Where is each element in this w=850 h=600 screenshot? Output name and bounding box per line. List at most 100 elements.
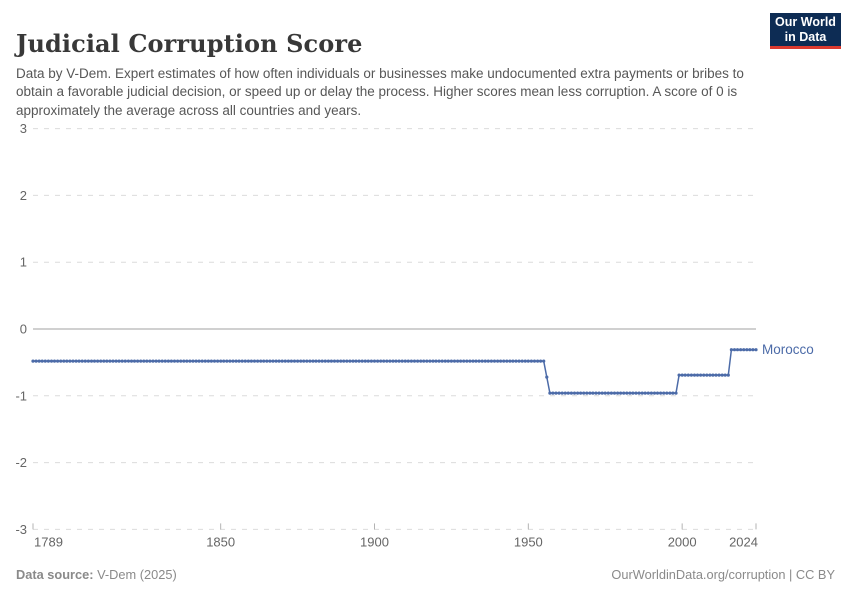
y-axis-tick-label: -3 bbox=[15, 522, 27, 537]
data-point-marker bbox=[625, 391, 629, 395]
data-point-marker bbox=[216, 359, 220, 363]
data-point-marker bbox=[591, 391, 595, 395]
y-axis-tick-label: -1 bbox=[15, 388, 27, 403]
data-point-marker bbox=[597, 391, 601, 395]
data-point-marker bbox=[692, 373, 697, 377]
data-point-marker bbox=[394, 359, 398, 363]
data-point-marker bbox=[71, 359, 75, 363]
data-point-marker bbox=[526, 359, 530, 363]
data-point-marker bbox=[686, 373, 690, 377]
series-line-morocco[interactable] bbox=[33, 348, 756, 394]
data-point-marker bbox=[677, 373, 681, 377]
data-point-marker bbox=[231, 359, 235, 363]
data-point-marker bbox=[74, 359, 78, 363]
data-point-marker bbox=[548, 391, 552, 395]
data-point-marker bbox=[523, 359, 527, 363]
data-point-marker bbox=[126, 359, 130, 363]
data-point-marker bbox=[52, 359, 57, 363]
data-point-marker bbox=[600, 391, 604, 395]
data-point-marker bbox=[43, 359, 47, 363]
data-point-marker bbox=[640, 391, 644, 395]
data-point-marker bbox=[542, 359, 546, 363]
data-point-marker bbox=[520, 359, 524, 363]
owid-logo[interactable]: Our World in Data bbox=[770, 13, 841, 49]
y-axis-tick-label: 0 bbox=[20, 322, 27, 337]
data-point-marker bbox=[157, 359, 161, 363]
data-point-marker bbox=[459, 359, 463, 363]
data-point-marker bbox=[536, 359, 540, 363]
chart-subtitle: Data by V-Dem. Expert estimates of how o… bbox=[16, 65, 744, 118]
data-point-marker bbox=[89, 359, 94, 363]
data-point-marker bbox=[166, 359, 170, 363]
data-point-marker bbox=[496, 359, 500, 363]
data-point-marker bbox=[382, 359, 386, 363]
data-point-marker bbox=[132, 359, 137, 363]
data-point-marker bbox=[649, 391, 654, 395]
data-point-marker bbox=[308, 359, 312, 363]
credit-link[interactable]: OurWorldinData.org/corruption | CC BY bbox=[611, 567, 835, 582]
data-point-marker bbox=[659, 391, 663, 395]
data-point-marker bbox=[745, 348, 749, 352]
x-axis-tick-label: 1900 bbox=[360, 534, 389, 549]
data-point-marker bbox=[139, 359, 143, 363]
data-point-marker bbox=[486, 359, 490, 363]
data-point-marker bbox=[49, 359, 54, 363]
data-point-marker bbox=[409, 359, 413, 363]
data-point-marker bbox=[212, 359, 217, 363]
data-point-marker bbox=[717, 373, 721, 377]
data-point-marker bbox=[68, 359, 72, 363]
data-point-marker bbox=[560, 391, 564, 395]
data-point-marker bbox=[622, 391, 626, 395]
data-point-marker bbox=[108, 359, 112, 363]
data-point-marker bbox=[619, 391, 623, 395]
data-point-marker bbox=[739, 348, 743, 352]
x-axis-tick-label: 1950 bbox=[514, 534, 543, 549]
data-point-marker bbox=[655, 391, 660, 395]
data-point-marker bbox=[259, 359, 263, 363]
data-point-marker bbox=[372, 359, 377, 363]
data-point-marker bbox=[179, 359, 183, 363]
data-point-marker bbox=[176, 359, 180, 363]
data-point-marker bbox=[46, 359, 51, 363]
data-point-marker bbox=[723, 373, 727, 377]
data-point-marker bbox=[148, 359, 152, 363]
data-point-marker bbox=[468, 359, 472, 363]
data-point-marker bbox=[317, 359, 321, 363]
data-point-marker bbox=[579, 391, 583, 395]
data-point-marker bbox=[406, 359, 410, 363]
data-point-marker bbox=[151, 359, 155, 363]
data-point-marker bbox=[462, 359, 466, 363]
data-point-marker bbox=[142, 359, 146, 363]
data-point-marker bbox=[292, 359, 297, 363]
data-point-marker bbox=[123, 359, 127, 363]
data-point-marker bbox=[283, 359, 287, 363]
data-point-marker bbox=[576, 391, 580, 395]
data-point-marker bbox=[329, 359, 333, 363]
data-point-marker bbox=[296, 359, 300, 363]
data-point-marker bbox=[222, 359, 226, 363]
data-point-marker bbox=[456, 359, 460, 363]
data-point-marker bbox=[729, 348, 734, 352]
data-point-marker bbox=[545, 375, 549, 379]
data-point-marker bbox=[431, 359, 435, 363]
data-point-marker bbox=[342, 359, 346, 363]
data-point-marker bbox=[606, 391, 610, 395]
data-point-marker bbox=[695, 373, 700, 377]
data-point-marker bbox=[699, 373, 703, 377]
data-point-marker bbox=[320, 359, 324, 363]
data-point-marker bbox=[443, 359, 447, 363]
data-point-marker bbox=[172, 359, 177, 363]
data-point-marker bbox=[634, 391, 638, 395]
data-point-marker bbox=[489, 359, 493, 363]
data-point-marker bbox=[311, 359, 315, 363]
data-point-marker bbox=[680, 373, 684, 377]
data-point-marker bbox=[643, 391, 647, 395]
data-point-marker bbox=[376, 359, 380, 363]
data-point-marker bbox=[65, 359, 69, 363]
data-point-marker bbox=[289, 359, 293, 363]
data-point-marker bbox=[711, 373, 715, 377]
data-point-marker bbox=[252, 359, 257, 363]
data-point-marker bbox=[474, 359, 478, 363]
data-point-marker bbox=[185, 359, 189, 363]
data-point-marker bbox=[274, 359, 278, 363]
